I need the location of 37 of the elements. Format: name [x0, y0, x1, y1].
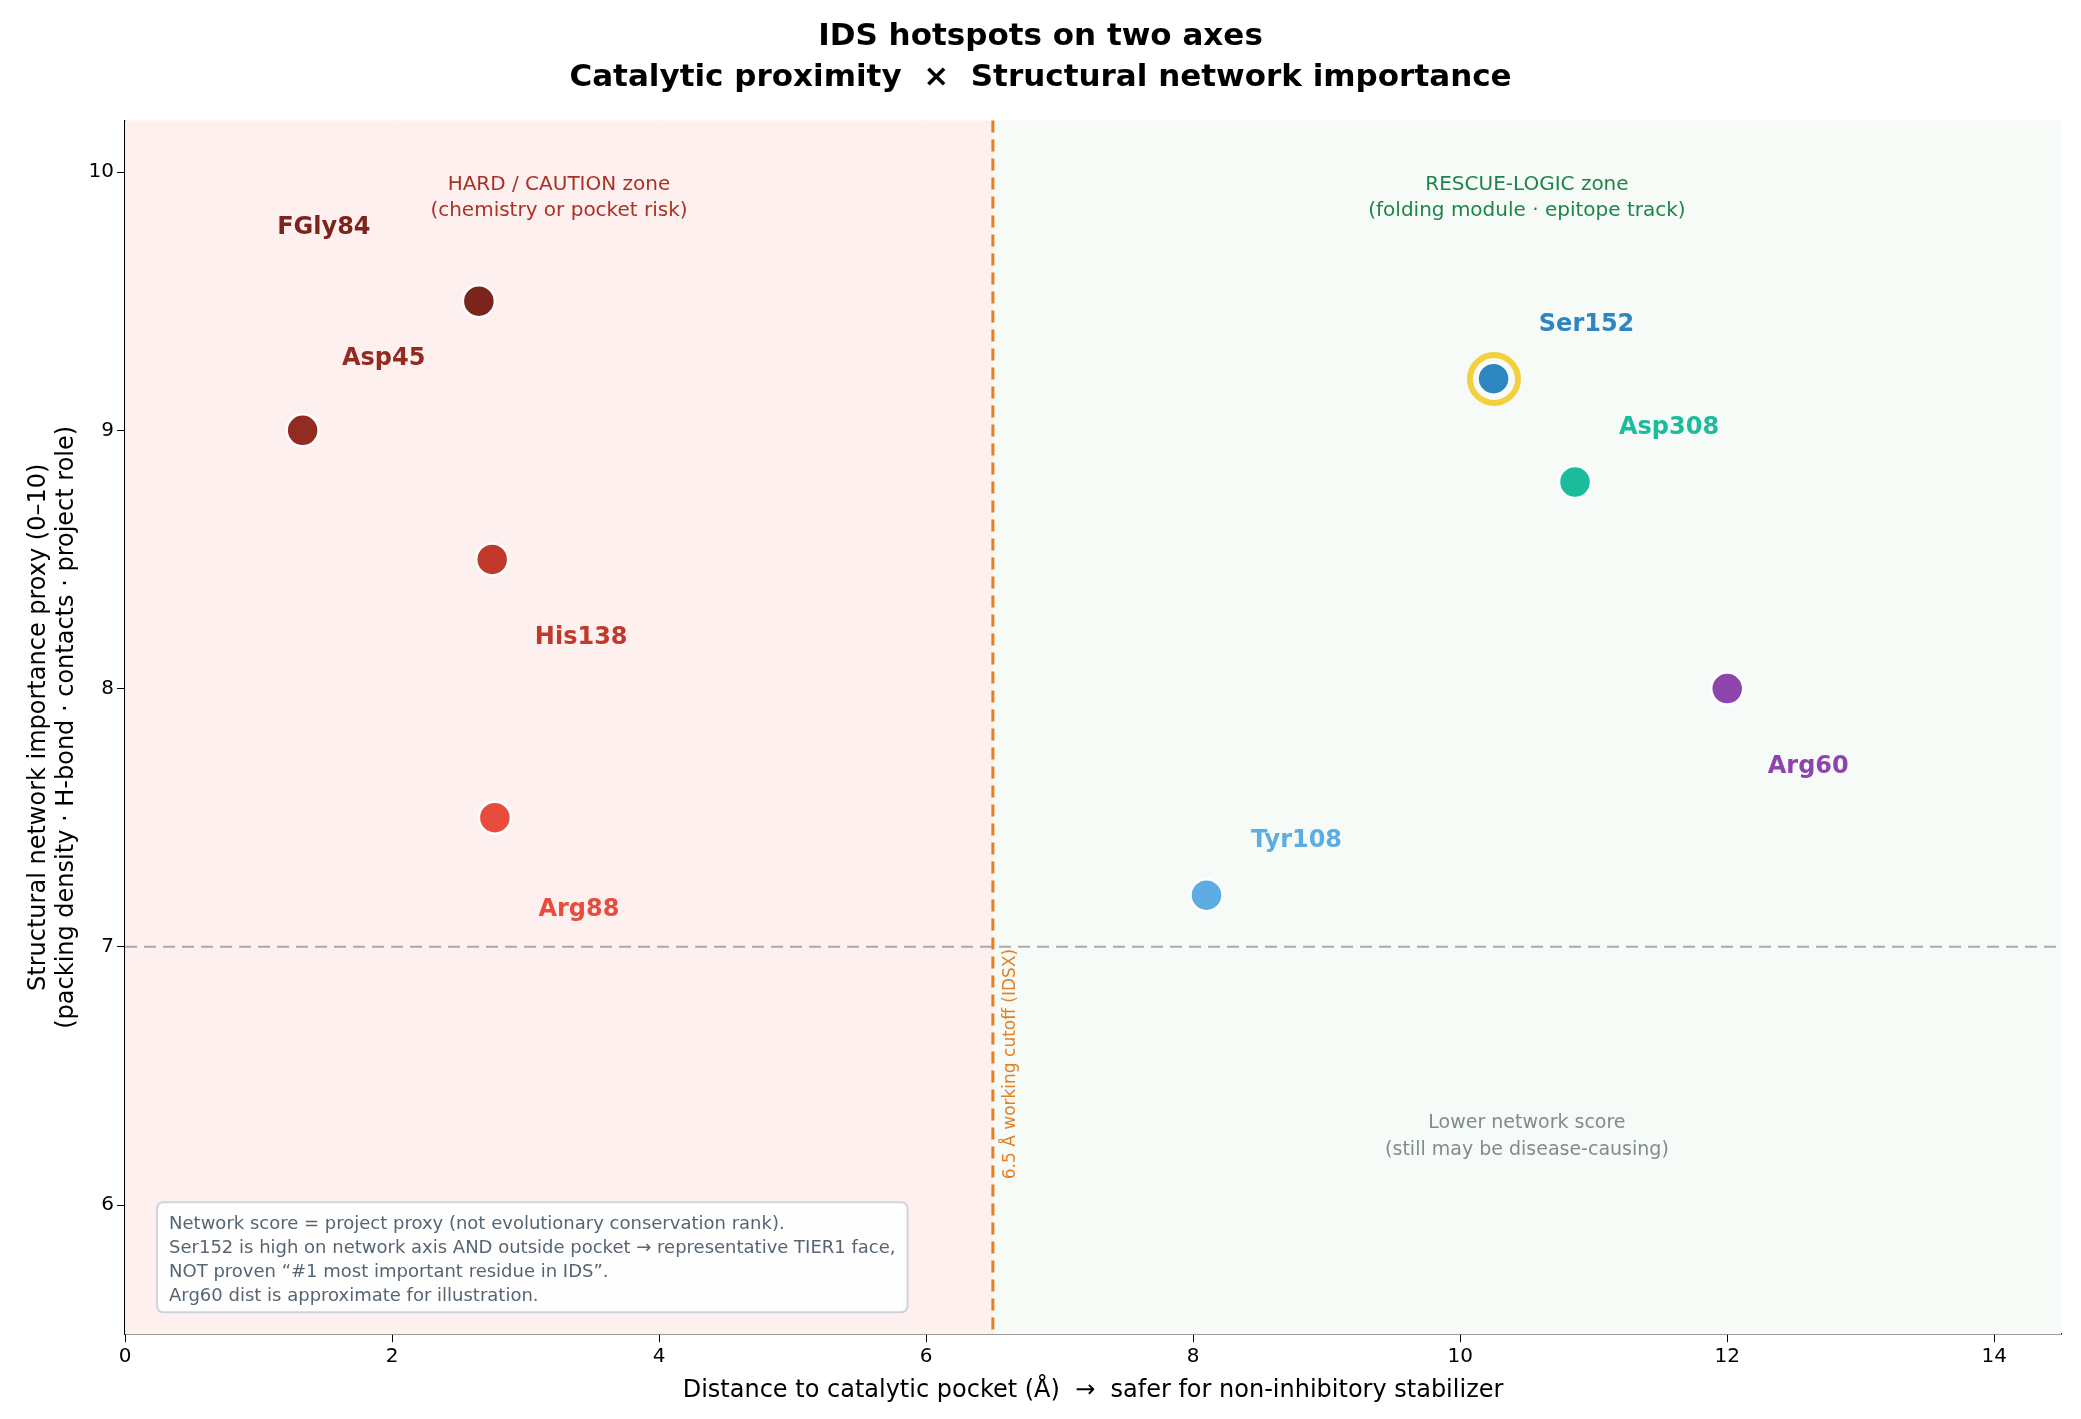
- y-tick-label: 9: [101, 416, 115, 441]
- text: Arg60: [1767, 750, 1849, 779]
- y-tick-label: 7: [101, 933, 115, 958]
- text: His138: [534, 621, 628, 650]
- y-tick-label: 6: [101, 1191, 115, 1216]
- annotation: Network score = project proxy (not evolutionary conservation rank). Ser152 is high on network axis AND outside pocket → representative TIER1 face, NOT proven “#1 most important residue in IDS”. Arg60 dist is approximate for illustration.: [169, 1212, 896, 1306]
- x-tick-label: 6: [919, 1343, 933, 1368]
- text: Asp45: [341, 342, 426, 371]
- ref-line-label: 6.5 Å working cutoff (IDSX): [997, 948, 1019, 1180]
- series-label: Tyr108: [1250, 825, 1343, 854]
- point: [474, 542, 510, 577]
- point: [1557, 464, 1593, 500]
- point: [1709, 671, 1745, 706]
- series-label: Asp308: [1618, 412, 1720, 441]
- x-tick-label: 2: [385, 1343, 399, 1368]
- point: [1189, 877, 1224, 913]
- x-tick-label: 8: [1186, 1343, 1200, 1368]
- x-axis-title: Distance to catalytic pocket (Å) → safer for non-inhibitory stabilizer: [682, 1373, 1504, 1403]
- point: [461, 283, 497, 319]
- band-label: HARD / CAUTION zone (chemistry or pocket risk): [430, 171, 688, 222]
- chart-subtitle: Catalytic proximity × Structural network importance: [569, 56, 1512, 93]
- point: [285, 413, 320, 448]
- point: [477, 800, 513, 835]
- x-tick-label: 0: [118, 1343, 132, 1368]
- annotation: Lower network score (still may be disease-causing): [1385, 1109, 1669, 1159]
- y-tick-label: 8: [101, 674, 115, 699]
- text: Arg88: [538, 893, 620, 922]
- y-axis-title: Structural network importance proxy (0–10) (packing density · H-bond · contacts · project role): [22, 425, 80, 1029]
- x-tick-label: 12: [1714, 1343, 1740, 1368]
- x-tick-label: 4: [652, 1343, 666, 1368]
- x-tick-label: 14: [1981, 1343, 2007, 1368]
- chart-title: IDS hotspots on two axes: [818, 15, 1263, 52]
- x-tick-label: 10: [1447, 1343, 1473, 1368]
- band-label: RESCUE-LOGIC zone (folding module · epitope track): [1368, 171, 1686, 222]
- text: FGly84: [277, 212, 371, 241]
- series-label: Ser152: [1538, 308, 1635, 337]
- y-tick-label: 10: [88, 158, 115, 183]
